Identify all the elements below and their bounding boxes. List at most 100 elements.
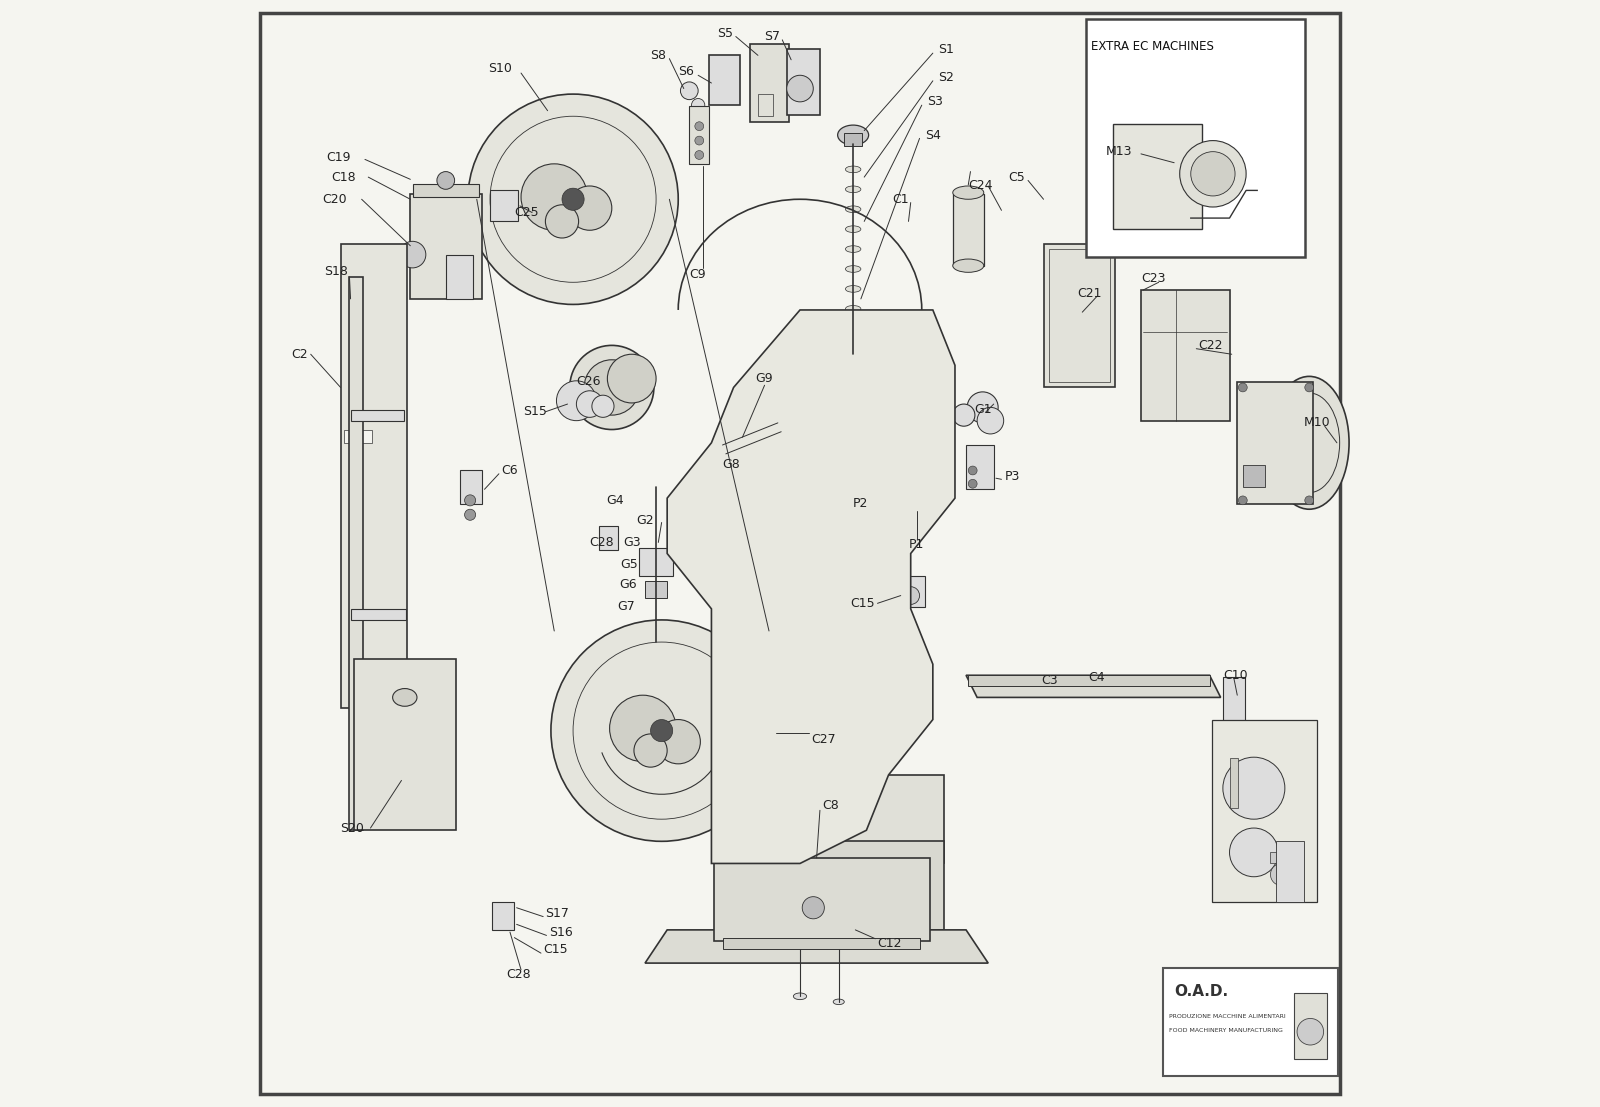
Circle shape	[464, 509, 475, 520]
Text: C10: C10	[1222, 669, 1248, 682]
Bar	[493, 902, 514, 930]
Polygon shape	[667, 310, 955, 863]
Text: S17: S17	[546, 907, 570, 920]
Bar	[723, 841, 944, 930]
Polygon shape	[966, 675, 1221, 697]
Circle shape	[1222, 757, 1285, 819]
Text: S2: S2	[938, 71, 954, 84]
Text: FOOD MACHINERY MANUFACTURING: FOOD MACHINERY MANUFACTURING	[1168, 1027, 1283, 1033]
Text: S5: S5	[717, 27, 733, 40]
Bar	[758, 94, 773, 116]
Text: G5: G5	[621, 558, 638, 571]
Circle shape	[694, 136, 704, 145]
Circle shape	[901, 499, 909, 508]
Text: P3: P3	[1005, 469, 1021, 483]
Bar	[1050, 249, 1110, 382]
Text: G9: G9	[755, 372, 773, 385]
Bar	[1163, 968, 1338, 1076]
Bar	[598, 526, 619, 550]
Circle shape	[901, 469, 909, 478]
Bar	[1277, 841, 1304, 902]
Text: C24: C24	[968, 179, 992, 193]
Text: G7: G7	[618, 600, 635, 613]
Text: C25: C25	[514, 206, 539, 219]
Circle shape	[1304, 496, 1314, 505]
Circle shape	[1179, 141, 1246, 207]
Circle shape	[691, 99, 704, 112]
Text: C2: C2	[291, 348, 307, 361]
Circle shape	[787, 75, 813, 102]
Text: S3: S3	[928, 95, 942, 108]
Bar	[966, 445, 994, 489]
Text: C28: C28	[507, 968, 531, 981]
Text: G4: G4	[606, 494, 624, 507]
Text: S7: S7	[765, 30, 781, 43]
Bar	[902, 576, 925, 607]
Polygon shape	[645, 930, 989, 963]
Text: S15: S15	[523, 405, 547, 418]
Ellipse shape	[845, 206, 861, 213]
Circle shape	[1238, 496, 1248, 505]
Bar	[344, 430, 371, 443]
Ellipse shape	[845, 246, 861, 252]
Text: S4: S4	[925, 128, 941, 142]
Bar	[723, 938, 920, 949]
Text: C20: C20	[322, 193, 347, 206]
Circle shape	[901, 485, 909, 494]
Text: C21: C21	[1077, 287, 1101, 300]
Circle shape	[966, 392, 998, 423]
Text: C26: C26	[576, 375, 602, 389]
Circle shape	[592, 395, 614, 417]
Text: P2: P2	[853, 497, 869, 510]
Circle shape	[680, 82, 698, 100]
Bar	[1237, 382, 1312, 504]
Circle shape	[464, 495, 475, 506]
Bar	[461, 470, 482, 504]
Text: S10: S10	[488, 62, 512, 75]
Bar	[1294, 993, 1326, 1059]
Ellipse shape	[845, 306, 861, 312]
Ellipse shape	[845, 166, 861, 173]
Ellipse shape	[845, 226, 861, 232]
Circle shape	[400, 241, 426, 268]
Text: S1: S1	[938, 43, 954, 56]
Text: C15: C15	[850, 597, 875, 610]
Text: C8: C8	[822, 799, 838, 813]
Text: G3: G3	[622, 536, 640, 549]
Circle shape	[952, 404, 974, 426]
Circle shape	[608, 354, 656, 403]
Circle shape	[651, 720, 672, 742]
Bar	[446, 255, 474, 299]
Ellipse shape	[838, 125, 869, 145]
Bar	[645, 581, 667, 598]
Text: P1: P1	[909, 538, 923, 551]
Ellipse shape	[845, 266, 861, 272]
Text: C27: C27	[811, 733, 835, 746]
Polygon shape	[341, 244, 406, 708]
Text: S16: S16	[549, 925, 573, 939]
Circle shape	[1304, 383, 1314, 392]
Text: C23: C23	[1141, 272, 1165, 286]
Bar	[1114, 124, 1202, 229]
Bar	[709, 55, 741, 105]
Circle shape	[802, 897, 824, 919]
Text: C28: C28	[590, 536, 614, 549]
Circle shape	[1190, 152, 1235, 196]
Bar	[1270, 852, 1293, 863]
Circle shape	[584, 360, 640, 415]
Text: C4: C4	[1088, 671, 1104, 684]
Bar	[490, 190, 518, 221]
Bar	[640, 548, 672, 576]
Circle shape	[610, 695, 677, 762]
Circle shape	[1229, 828, 1278, 877]
Text: C6: C6	[501, 464, 518, 477]
Text: C15: C15	[542, 943, 568, 956]
Circle shape	[968, 479, 978, 488]
Text: C22: C22	[1198, 339, 1222, 352]
Circle shape	[978, 407, 1003, 434]
Text: S8: S8	[651, 49, 667, 62]
Bar	[714, 858, 930, 941]
Circle shape	[1298, 1018, 1323, 1045]
Bar	[750, 44, 789, 122]
Bar	[354, 659, 456, 830]
